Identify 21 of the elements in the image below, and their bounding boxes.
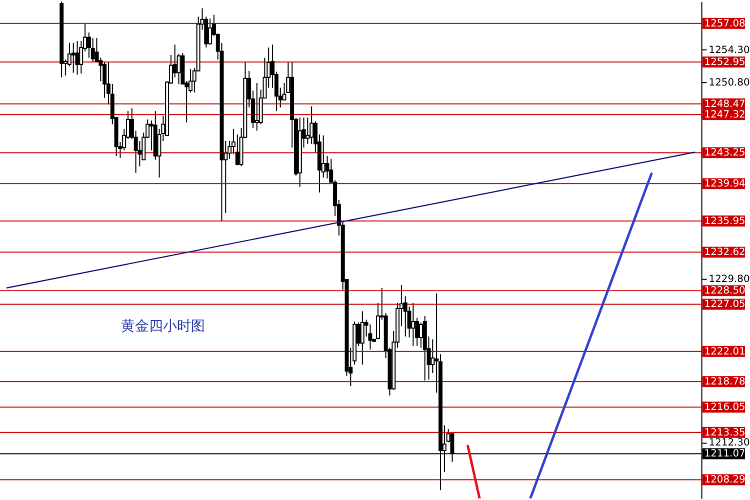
ref-line-label: 1222.01 <box>704 346 746 358</box>
y-tick-label: 1212.30 <box>708 438 750 449</box>
ref-line-label: 1252.95 <box>704 56 746 68</box>
ref-line-label: 1218.78 <box>704 376 746 388</box>
ref-line-label: 1228.50 <box>704 286 746 297</box>
ref-line-label: 1216.05 <box>704 402 746 414</box>
y-tick-label: 1229.80 <box>708 274 750 286</box>
ref-line-label: 1257.08 <box>704 18 746 30</box>
ref-line-label: 1239.94 <box>704 178 746 190</box>
ref-line-label: 1213.35 <box>704 427 746 438</box>
ref-line-label: 1243.25 <box>704 148 746 159</box>
y-tick-label: 1250.80 <box>708 78 750 89</box>
ref-line-label: 1227.05 <box>704 299 746 310</box>
ref-line-label: 1248.47 <box>704 98 746 110</box>
ref-line-label: 1211.07 <box>704 448 746 460</box>
y-tick-label: 1254.30 <box>708 44 750 56</box>
ref-line-label: 1235.95 <box>704 216 746 227</box>
annotation: 黄金四小时图 <box>121 318 206 334</box>
ref-line-label: 1247.32 <box>704 110 746 121</box>
ref-line-label: 1208.29 <box>704 474 746 486</box>
ref-line-label: 1232.62 <box>704 247 746 258</box>
